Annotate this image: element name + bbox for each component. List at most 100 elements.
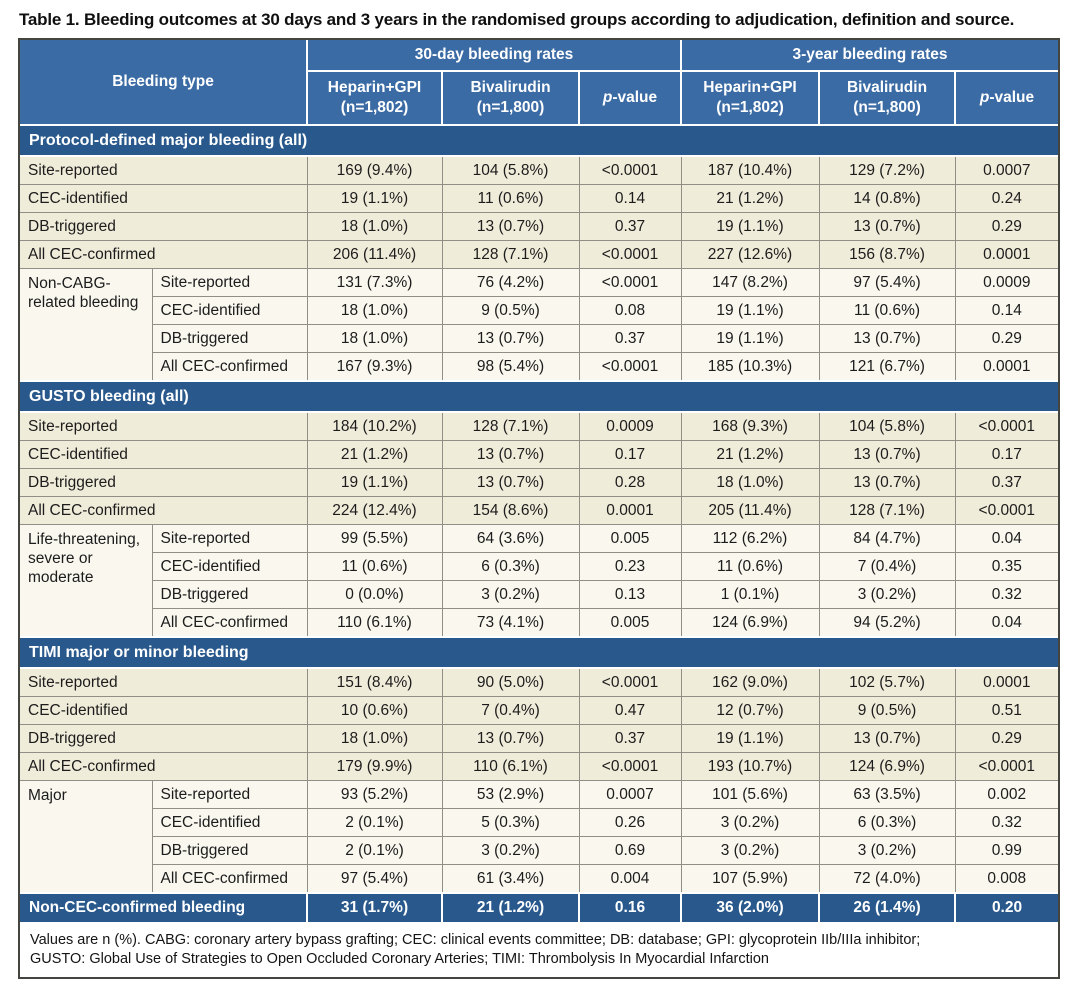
data-cell: 151 (8.4%)	[306, 667, 443, 697]
drug-name: Heparin+GPI	[327, 79, 422, 96]
drug-name: Bivalirudin	[846, 79, 928, 96]
data-cell: 3 (0.2%)	[680, 836, 820, 865]
data-cell: 162 (9.0%)	[680, 667, 820, 697]
row-label: DB-triggered	[20, 468, 308, 497]
data-cell: 168 (9.3%)	[680, 411, 820, 441]
table-row: DB-triggered 2 (0.1%) 3 (0.2%) 0.69 3 (0.2%)…	[20, 836, 1059, 865]
data-cell: 107 (5.9%)	[680, 864, 820, 894]
column-header-pvalue-30day: p-value	[578, 70, 683, 126]
data-cell: 128 (7.1%)	[441, 240, 580, 269]
data-cell: 0.005	[578, 524, 682, 553]
data-cell: 5 (0.3%)	[441, 808, 580, 837]
column-header-bivalirudin-30day: Bivalirudin (n=1,800)	[441, 70, 581, 126]
data-cell: 0.0007	[954, 155, 1059, 185]
sub-row-label: DB-triggered	[151, 580, 308, 609]
data-cell: 0.51	[954, 696, 1059, 725]
table-row: DB-triggered 18 (1.0%) 13 (0.7%) 0.37 19 (1.…	[20, 212, 1059, 241]
data-cell: 0.26	[578, 808, 682, 837]
data-cell: 97 (5.4%)	[306, 864, 443, 894]
data-cell: 112 (6.2%)	[680, 524, 820, 553]
table-container: Bleeding type 30-day bleeding rates 3-ye…	[18, 38, 1060, 979]
data-cell: 104 (5.8%)	[818, 411, 956, 441]
table-row: Life-threatening, severe or moderate Site…	[20, 524, 1059, 638]
data-cell: 72 (4.0%)	[818, 864, 956, 894]
data-cell: 13 (0.7%)	[818, 324, 956, 353]
row-label: Site-reported	[20, 667, 308, 697]
data-cell: 19 (1.1%)	[680, 212, 820, 241]
data-cell: 0.47	[578, 696, 682, 725]
footnote-line: Values are n (%). CABG: coronary artery …	[30, 932, 921, 948]
section-heading: GUSTO bleeding (all)	[20, 380, 1059, 413]
sub-row-label: DB-triggered	[151, 836, 308, 865]
data-cell: 0.35	[954, 552, 1059, 581]
data-cell: 110 (6.1%)	[441, 752, 580, 781]
data-cell: 3 (0.2%)	[818, 580, 956, 609]
data-cell: 0.23	[578, 552, 682, 581]
data-cell: 0.17	[954, 440, 1059, 469]
data-cell: 0.0001	[578, 496, 682, 525]
data-cell: 7 (0.4%)	[441, 696, 580, 725]
table-row: CEC-identified 2 (0.1%) 5 (0.3%) 0.26 3 (0.2…	[20, 808, 1059, 837]
data-cell: 13 (0.7%)	[441, 440, 580, 469]
data-cell: 6 (0.3%)	[441, 552, 580, 581]
data-cell: 3 (0.2%)	[818, 836, 956, 865]
row-label: All CEC-confirmed	[20, 240, 308, 269]
data-cell: 84 (4.7%)	[818, 524, 956, 553]
table-row: Site-reported 151 (8.4%) 90 (5.0%) <0.0001 1…	[20, 667, 1059, 697]
data-cell: 0.37	[578, 212, 682, 241]
data-cell: 76 (4.2%)	[441, 268, 580, 297]
data-cell: 97 (5.4%)	[818, 268, 956, 297]
footnote: Values are n (%). CABG: coronary artery …	[20, 924, 1058, 977]
row-label: Site-reported	[20, 155, 308, 185]
data-cell: <0.0001	[954, 496, 1059, 525]
row-label: Site-reported	[20, 411, 308, 441]
table-row: CEC-identified 11 (0.6%) 6 (0.3%) 0.23 11 (0…	[20, 552, 1059, 581]
summary-value: 31 (1.7%)	[306, 892, 444, 924]
summary-value: 0.16	[578, 892, 683, 924]
data-cell: 0.0009	[954, 268, 1059, 297]
data-cell: <0.0001	[578, 268, 682, 297]
row-label: CEC-identified	[20, 696, 308, 725]
data-cell: 94 (5.2%)	[818, 608, 956, 638]
data-cell: 0.29	[954, 212, 1059, 241]
data-cell: 0.32	[954, 808, 1059, 837]
table-row: All CEC-confirmed 179 (9.9%) 110 (6.1%) <0.…	[20, 752, 1059, 781]
data-cell: 98 (5.4%)	[441, 352, 580, 382]
data-cell: 12 (0.7%)	[680, 696, 820, 725]
data-cell: 9 (0.5%)	[818, 696, 956, 725]
data-cell: 129 (7.2%)	[818, 155, 956, 185]
data-cell: 121 (6.7%)	[818, 352, 956, 382]
sub-row-label: Site-reported	[151, 268, 308, 297]
data-cell: 102 (5.7%)	[818, 667, 956, 697]
data-cell: 154 (8.6%)	[441, 496, 580, 525]
data-cell: 0.37	[578, 724, 682, 753]
data-cell: 0.13	[578, 580, 682, 609]
subgroup-label: Life-threatening, severe or moderate	[20, 524, 153, 638]
data-cell: 104 (5.8%)	[441, 155, 580, 185]
column-header-heparin-3year: Heparin+GPI (n=1,802)	[680, 70, 821, 126]
data-cell: 167 (9.3%)	[306, 352, 443, 382]
section-row: TIMI major or minor bleeding	[20, 636, 1059, 669]
data-cell: 3 (0.2%)	[441, 836, 580, 865]
data-cell: 0.0009	[578, 411, 682, 441]
data-cell: <0.0001	[578, 352, 682, 382]
data-cell: <0.0001	[954, 752, 1059, 781]
data-cell: 18 (1.0%)	[306, 296, 443, 325]
row-label: CEC-identified	[20, 440, 308, 469]
data-cell: 0.004	[578, 864, 682, 894]
data-cell: 3 (0.2%)	[680, 808, 820, 837]
data-cell: 11 (0.6%)	[306, 552, 443, 581]
pvalue-rest: -value	[612, 89, 658, 106]
data-cell: 0.0007	[578, 780, 682, 809]
row-label: All CEC-confirmed	[20, 496, 308, 525]
summary-value: 26 (1.4%)	[818, 892, 957, 924]
data-cell: 19 (1.1%)	[680, 296, 820, 325]
summary-value: 0.20	[954, 892, 1059, 924]
table-title: Table 1. Bleeding outcomes at 30 days an…	[19, 10, 1015, 29]
data-cell: 21 (1.2%)	[680, 184, 820, 213]
data-cell: 206 (11.4%)	[306, 240, 443, 269]
sub-row-label: CEC-identified	[151, 552, 308, 581]
table-row: DB-triggered 19 (1.1%) 13 (0.7%) 0.28 18 (1.…	[20, 468, 1059, 497]
table-row: All CEC-confirmed 167 (9.3%) 98 (5.4%) <0.0…	[20, 352, 1059, 382]
data-cell: 0.08	[578, 296, 682, 325]
